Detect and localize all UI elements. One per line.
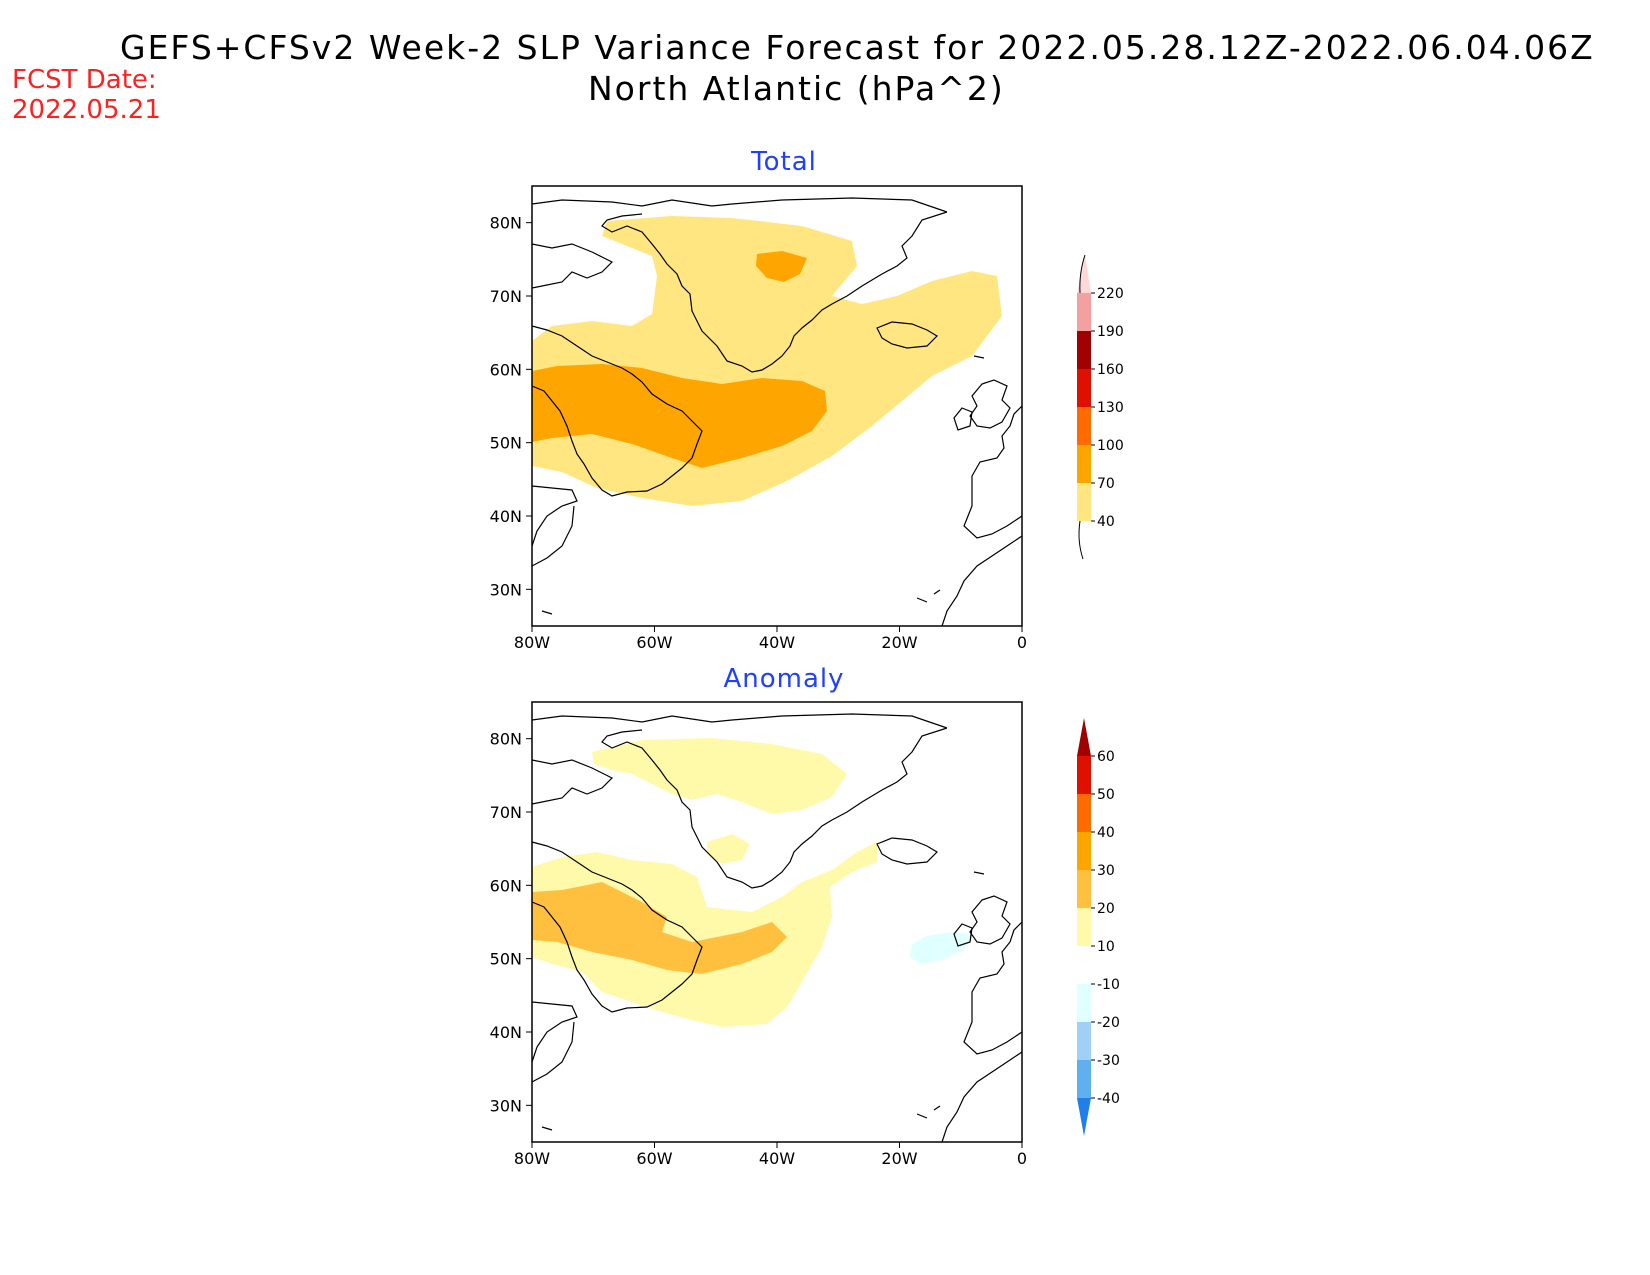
- total-colorbar-label: 160: [1097, 362, 1124, 378]
- panel-total-axes: 80N 70N 60N 50N 40N 30N 80W 60W 40W 20W 0: [490, 214, 1027, 652]
- total-lat-tick-label: 80N: [490, 214, 522, 233]
- anomaly-lon-tick-label: 0: [1017, 1149, 1027, 1168]
- panel-anomaly-title: Anomaly: [723, 664, 844, 694]
- anomaly-colorbar-label: -20: [1097, 1015, 1120, 1031]
- total-lon-tick-label: 40W: [759, 633, 795, 652]
- total-colorbar-segment: [1077, 407, 1091, 445]
- anomaly-colorbar-segment: [1077, 756, 1091, 794]
- total-colorbar-label: 70: [1097, 476, 1115, 492]
- fcst-date-label: FCST Date:: [12, 65, 157, 95]
- anomaly-colorbar-segment: [1077, 1060, 1091, 1098]
- anomaly-colorbar-segment: [1077, 1022, 1091, 1060]
- anomaly-colorbar-segment: [1077, 832, 1091, 870]
- anomaly-lat-tick-label: 30N: [490, 1096, 522, 1115]
- anomaly-colorbar-label: 50: [1097, 787, 1115, 803]
- anomaly-colorbar-segment: [1077, 794, 1091, 832]
- total-colorbar-top-cap: [1077, 255, 1091, 293]
- total-lon-tick-label: 80W: [514, 633, 550, 652]
- total-lon-tick-label: 20W: [881, 633, 917, 652]
- total-colorbar-segment: [1077, 483, 1091, 521]
- anomaly-colorbar-label: 30: [1097, 863, 1115, 879]
- anomaly-lat-tick-label: 70N: [490, 803, 522, 822]
- total-shade-70-100-north: [756, 251, 807, 282]
- total-colorbar-top-outline: [1079, 254, 1086, 294]
- figure-subtitle: North Atlantic (hPa^2): [588, 69, 1005, 108]
- total-lon-tick-label: 60W: [636, 633, 672, 652]
- anomaly-colorbar-label: 60: [1097, 749, 1115, 765]
- anomaly-lon-tick-label: 20W: [881, 1149, 917, 1168]
- total-lat-tick-label: 70N: [490, 287, 522, 306]
- total-lat-ticks: 80N 70N 60N 50N 40N 30N: [490, 214, 532, 599]
- total-colorbar-label: 40: [1097, 514, 1115, 530]
- anomaly-lat-tick-label: 50N: [490, 950, 522, 969]
- total-colorbar-label: 130: [1097, 400, 1124, 416]
- anomaly-colorbar-segment: [1077, 908, 1091, 946]
- panel-total-colorbar: 40 70 100 130 160 190 220: [1077, 254, 1124, 560]
- anomaly-colorbar-label: -30: [1097, 1053, 1120, 1069]
- anomaly-colorbar-label: 40: [1097, 825, 1115, 841]
- anomaly-shade-10-20-mid: [707, 834, 750, 864]
- anomaly-colorbar-segment: [1077, 946, 1091, 984]
- anomaly-shade-10-20-main: [532, 842, 877, 1027]
- panel-total-title: Total: [750, 147, 817, 177]
- panel-anomaly-colorbar: 60 50 40 30 20 10 -10 -20 -30 -40: [1077, 718, 1120, 1136]
- panel-anomaly-axes: 80N 70N 60N 50N 40N 30N 80W 60W 40W 20W 0: [490, 730, 1027, 1168]
- total-shade-70-100-south: [532, 364, 827, 468]
- anomaly-lat-tick-label: 60N: [490, 876, 522, 895]
- total-lat-tick-label: 50N: [490, 434, 522, 453]
- figure-title: GEFS+CFSv2 Week-2 SLP Variance Forecast …: [120, 28, 1595, 67]
- total-colorbar-label: 190: [1097, 324, 1124, 340]
- anomaly-colorbar-label: 10: [1097, 939, 1115, 955]
- total-colorbar-label: 220: [1097, 286, 1124, 302]
- anomaly-lat-ticks: 80N 70N 60N 50N 40N 30N: [490, 730, 532, 1115]
- anomaly-colorbar-label: -10: [1097, 977, 1120, 993]
- anomaly-colorbar-bottom-cap: [1077, 1098, 1091, 1136]
- total-lat-tick-label: 30N: [490, 580, 522, 599]
- anomaly-lon-tick-label: 60W: [636, 1149, 672, 1168]
- panel-anomaly: Anomaly 80N 70N 60N 50N 40N 30N 80W 60W 40W 20W 0…: [490, 664, 1120, 1168]
- anomaly-colorbar-segment: [1077, 984, 1091, 1022]
- total-colorbar-segment: [1077, 293, 1091, 331]
- total-lat-tick-label: 60N: [490, 360, 522, 379]
- anomaly-lon-tick-label: 80W: [514, 1149, 550, 1168]
- fcst-date-value: 2022.05.21: [12, 95, 161, 125]
- anomaly-shade-10-20-north: [592, 738, 847, 814]
- anomaly-shade-20-30: [532, 882, 787, 974]
- anomaly-colorbar-segment: [1077, 870, 1091, 908]
- anomaly-lon-tick-label: 40W: [759, 1149, 795, 1168]
- total-colorbar-label: 100: [1097, 438, 1124, 454]
- total-lon-ticks: 80W 60W 40W 20W 0: [514, 626, 1027, 652]
- total-colorbar-segment: [1077, 331, 1091, 369]
- anomaly-lat-tick-label: 40N: [490, 1023, 522, 1042]
- panel-anomaly-map: [531, 701, 1023, 1143]
- total-lat-tick-label: 40N: [490, 507, 522, 526]
- total-colorbar-bottom-cap: [1078, 520, 1084, 560]
- total-colorbar-segment: [1077, 369, 1091, 407]
- anomaly-colorbar-top-cap: [1077, 718, 1091, 756]
- anomaly-lon-ticks: 80W 60W 40W 20W 0: [514, 1142, 1027, 1168]
- panel-total: Total 80N 70N 60N 50N 40N 30N 80W 60W 40W 20W 0 4…: [490, 147, 1124, 652]
- panel-total-map: [531, 185, 1023, 627]
- anomaly-colorbar-label: 20: [1097, 901, 1115, 917]
- anomaly-lat-tick-label: 80N: [490, 730, 522, 749]
- total-colorbar-segment: [1077, 445, 1091, 483]
- anomaly-colorbar-label: -40: [1097, 1091, 1120, 1107]
- total-lon-tick-label: 0: [1017, 633, 1027, 652]
